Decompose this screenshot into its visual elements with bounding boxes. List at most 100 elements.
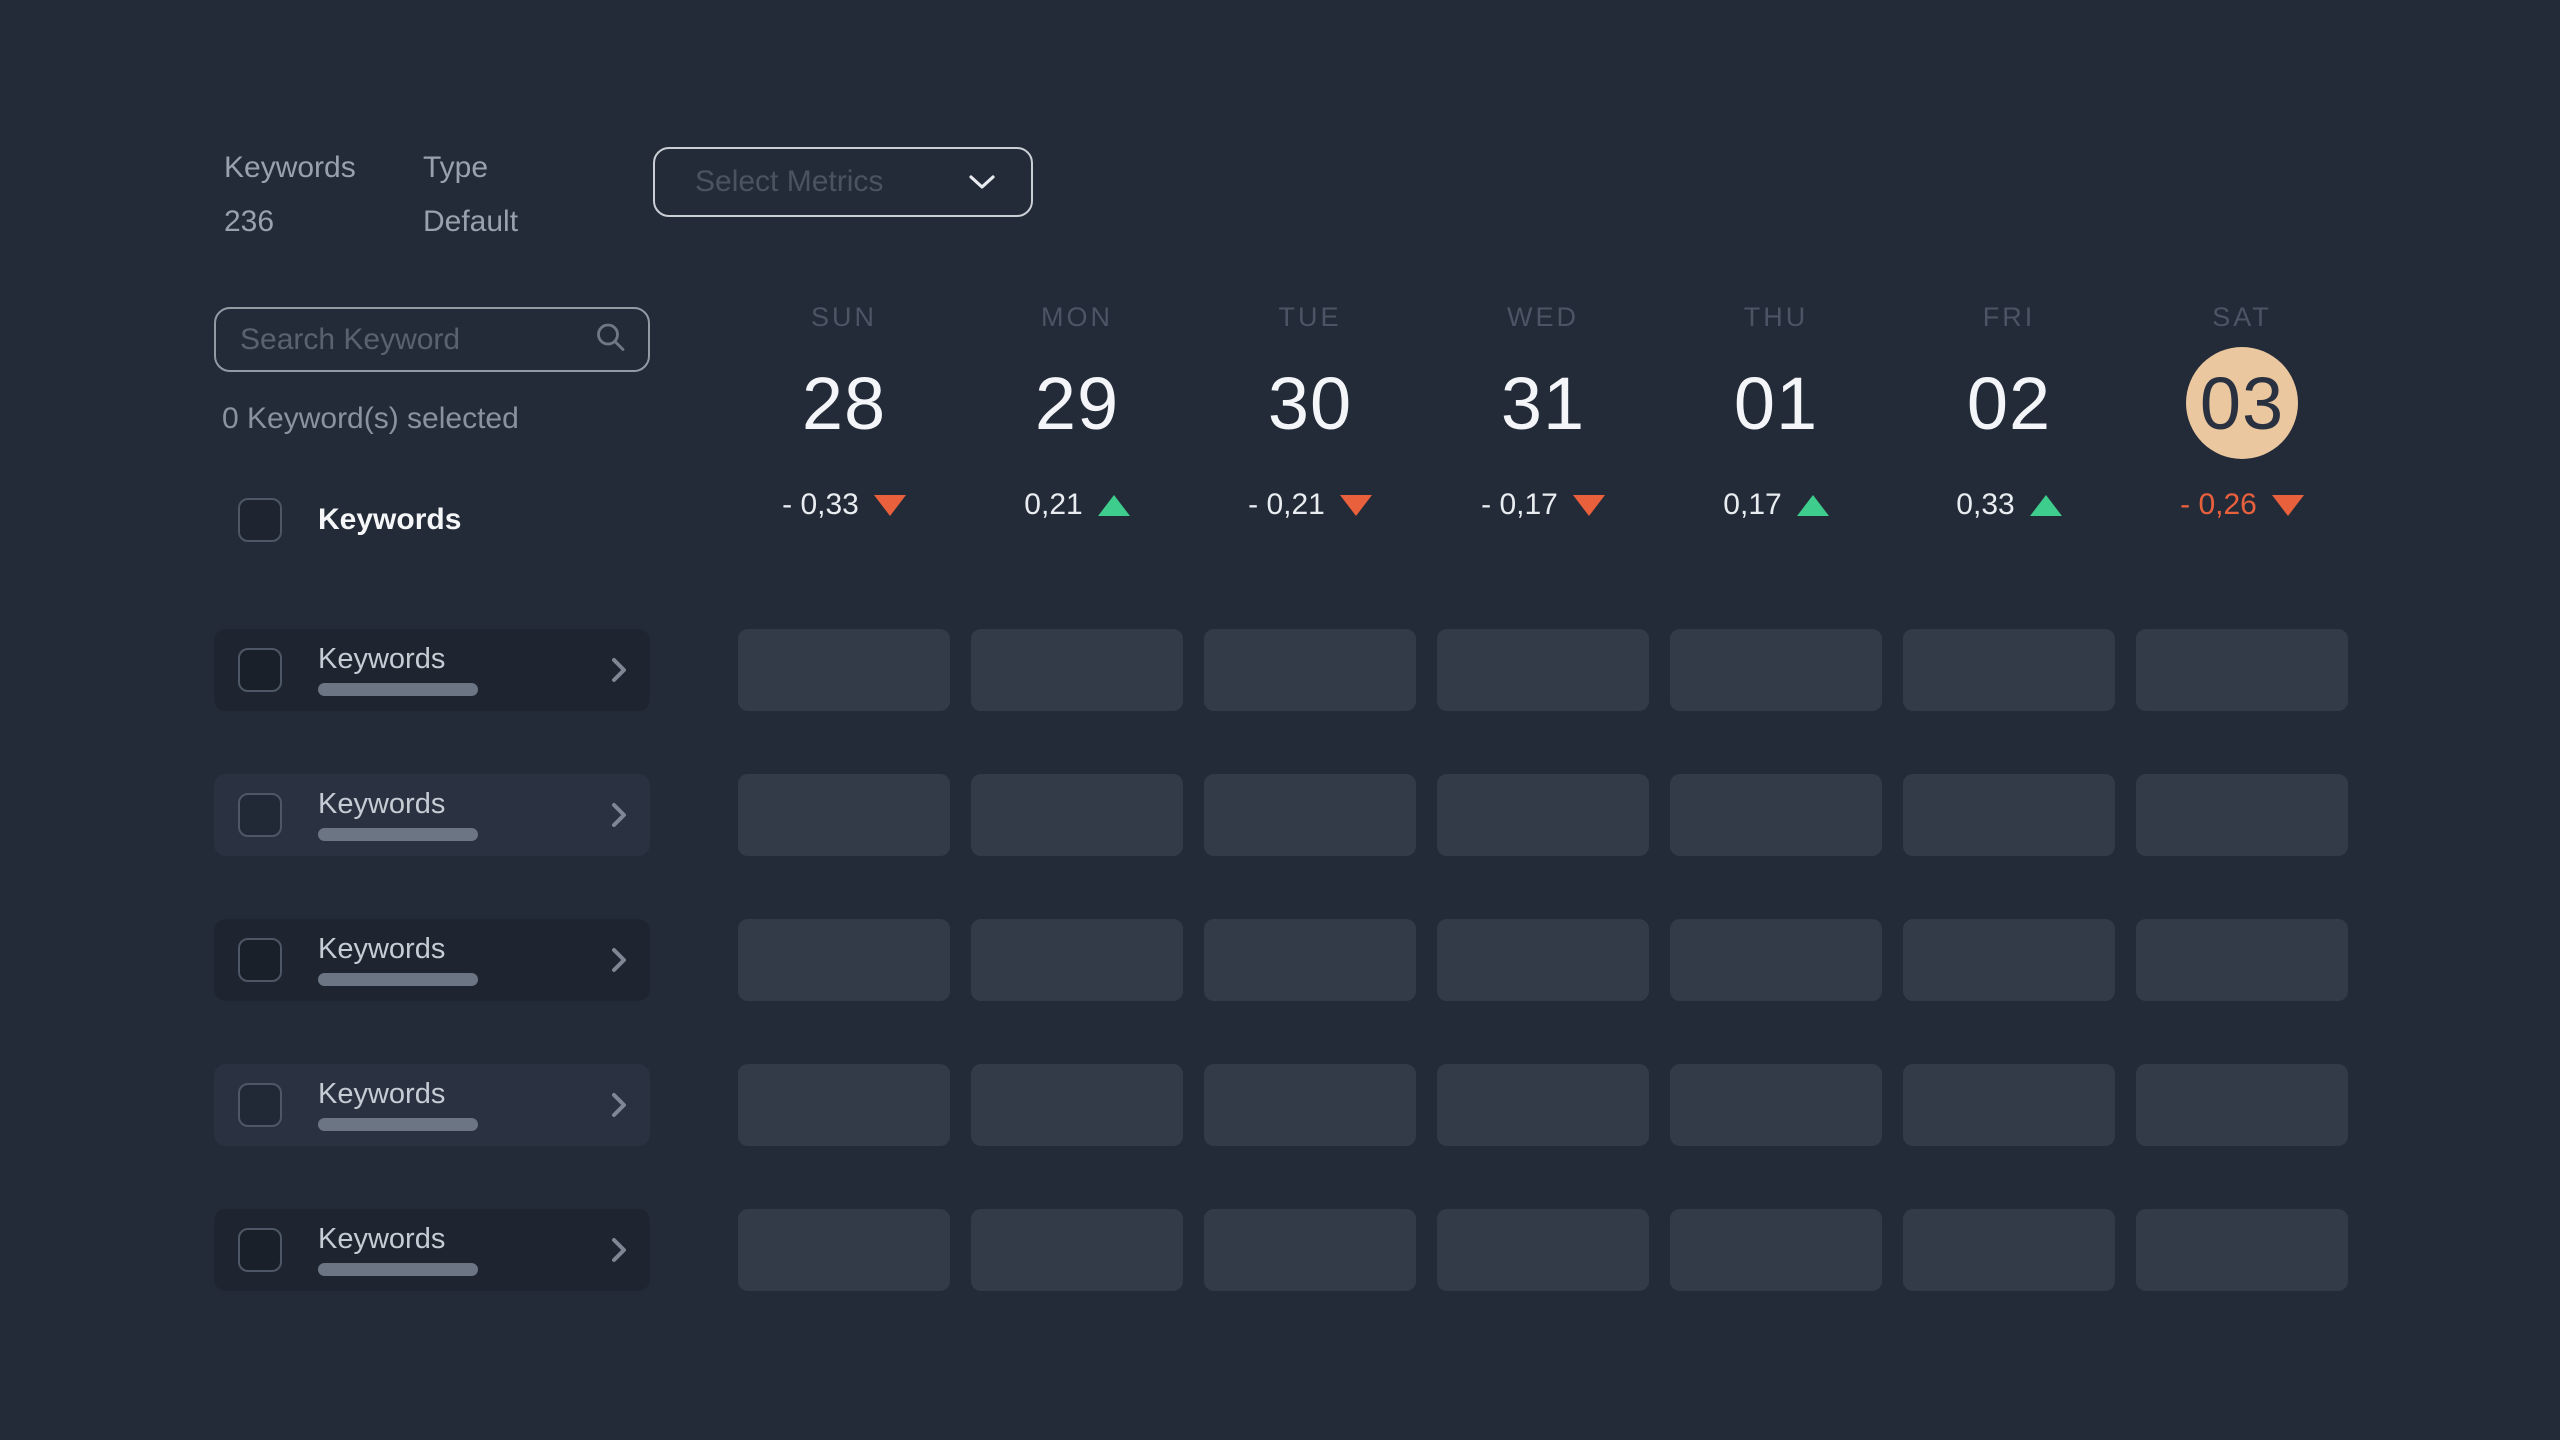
metric-cell-placeholder xyxy=(1903,774,2115,856)
keyword-row-card[interactable]: Keywords xyxy=(214,1209,650,1291)
search-icon[interactable] xyxy=(594,320,628,359)
selected-date-highlight xyxy=(2186,347,2298,459)
metric-cell-placeholder xyxy=(2136,1209,2348,1291)
delta-value: 0,33 xyxy=(1956,488,2015,521)
metric-cell-placeholder xyxy=(1670,919,1882,1001)
search-keyword-box xyxy=(214,307,650,372)
daily-change: - 0,26 xyxy=(2180,487,2304,523)
chevron-right-icon[interactable] xyxy=(610,945,628,975)
calendar-day-column: THU 01 0,17 xyxy=(1670,300,1882,523)
metric-cell-placeholder xyxy=(738,629,950,711)
keyword-row-checkbox[interactable] xyxy=(238,938,282,982)
date-number[interactable]: 02 xyxy=(1966,361,2052,445)
chevron-right-icon[interactable] xyxy=(610,1235,628,1265)
trend-up-icon xyxy=(2029,494,2062,516)
date-wrap: 28 xyxy=(784,343,904,463)
keyword-row-checkbox[interactable] xyxy=(238,1083,282,1127)
keyword-row-skeleton-bar xyxy=(318,683,478,696)
date-number[interactable]: 30 xyxy=(1267,361,1353,445)
type-filter-value: Default xyxy=(423,205,519,238)
keyword-row-card[interactable]: Keywords xyxy=(214,919,650,1001)
calendar-day-column: WED 31 - 0,17 xyxy=(1437,300,1649,523)
metric-cell-placeholder xyxy=(738,774,950,856)
chevron-right-icon[interactable] xyxy=(610,655,628,685)
keyword-row-label: Keywords xyxy=(318,1223,446,1255)
trend-up-icon xyxy=(1796,494,1829,516)
keyword-row-label: Keywords xyxy=(318,1078,446,1110)
metric-cell-placeholder xyxy=(1437,774,1649,856)
metric-cell-placeholder xyxy=(971,774,1183,856)
keyword-row-checkbox[interactable] xyxy=(238,1228,282,1272)
trend-down-icon xyxy=(873,494,906,516)
metric-cell-placeholder xyxy=(1903,919,2115,1001)
metric-cell-placeholder xyxy=(1204,629,1416,711)
date-wrap: 02 xyxy=(1949,343,2069,463)
keyword-row-label: Keywords xyxy=(318,643,446,675)
date-number[interactable]: 01 xyxy=(1733,361,1819,445)
metrics-placeholder-grid xyxy=(738,629,2348,1291)
keyword-row-card[interactable]: Keywords xyxy=(214,629,650,711)
weekday-label: SUN xyxy=(810,302,877,332)
chevron-down-icon xyxy=(967,173,997,191)
metric-cell-placeholder xyxy=(1670,629,1882,711)
calendar-week-header: SUN 28 - 0,33 MON 29 0,21 TUE 30 - 0,21 xyxy=(738,300,2348,523)
weekday-label: WED xyxy=(1507,302,1579,332)
keyword-row-text: Keywords xyxy=(318,644,478,696)
calendar-day-column: TUE 30 - 0,21 xyxy=(1204,300,1416,523)
metric-cell-placeholder xyxy=(1670,1064,1882,1146)
select-metrics-dropdown[interactable]: Select Metrics xyxy=(653,147,1033,217)
date-wrap: 31 xyxy=(1483,343,1603,463)
metric-cell-placeholder xyxy=(1437,629,1649,711)
chevron-right-icon[interactable] xyxy=(610,1090,628,1120)
keyword-row-text: Keywords xyxy=(318,789,478,841)
daily-change: 0,17 xyxy=(1723,487,1829,523)
metric-cell-placeholder xyxy=(971,1064,1183,1146)
daily-change: - 0,33 xyxy=(782,487,906,523)
trend-down-icon xyxy=(1572,494,1605,516)
metric-cell-placeholder xyxy=(1204,1064,1416,1146)
metric-cell-placeholder xyxy=(971,1209,1183,1291)
metric-cell-placeholder xyxy=(738,1209,950,1291)
metric-cell-placeholder xyxy=(2136,919,2348,1001)
keyword-row-skeleton-bar xyxy=(318,973,478,986)
keyword-row-label: Keywords xyxy=(318,788,446,820)
trend-down-icon xyxy=(1339,494,1372,516)
keyword-row-text: Keywords xyxy=(318,1224,478,1276)
trend-down-icon xyxy=(2271,494,2304,516)
date-wrap: 30 xyxy=(1250,343,1370,463)
keyword-row-checkbox[interactable] xyxy=(238,648,282,692)
date-number[interactable]: 29 xyxy=(1034,361,1120,445)
weekday-label: MON xyxy=(1041,302,1113,332)
chevron-right-icon[interactable] xyxy=(610,800,628,830)
metric-cell-placeholder xyxy=(1437,1209,1649,1291)
metric-cell-placeholder xyxy=(1903,629,2115,711)
date-wrap: 29 xyxy=(1017,343,1137,463)
metric-cell-placeholder xyxy=(1903,1209,2115,1291)
keyword-row-card[interactable]: Keywords xyxy=(214,1064,650,1146)
date-number[interactable]: 28 xyxy=(801,361,887,445)
search-keyword-input[interactable] xyxy=(216,309,648,370)
delta-value: 0,17 xyxy=(1723,488,1782,521)
metric-cell-placeholder xyxy=(1204,774,1416,856)
trend-up-icon xyxy=(1097,494,1130,516)
metric-cell-placeholder xyxy=(1437,1064,1649,1146)
daily-change: - 0,21 xyxy=(1248,487,1372,523)
keyword-row-card[interactable]: Keywords xyxy=(214,774,650,856)
select-all-label: Keywords xyxy=(318,503,462,536)
calendar-day-column: SAT 03 - 0,26 xyxy=(2136,300,2348,523)
date-number[interactable]: 31 xyxy=(1500,361,1586,445)
weekday-label: SAT xyxy=(2212,302,2272,332)
date-wrap: 01 xyxy=(1716,343,1836,463)
select-all-checkbox[interactable] xyxy=(238,498,282,542)
keyword-row-skeleton-bar xyxy=(318,1263,478,1276)
date-number[interactable]: 03 xyxy=(2199,361,2285,445)
keywords-filter-label: Keywords xyxy=(224,151,356,184)
keyword-list: Keywords Keywords Keywords Keywords xyxy=(214,629,650,1291)
selected-keywords-summary: 0 Keyword(s) selected xyxy=(222,402,519,435)
keyword-row-checkbox[interactable] xyxy=(238,793,282,837)
metric-cell-placeholder xyxy=(2136,774,2348,856)
metric-cell-placeholder xyxy=(738,1064,950,1146)
delta-value: - 0,17 xyxy=(1481,488,1558,521)
metric-cell-placeholder xyxy=(1204,919,1416,1001)
